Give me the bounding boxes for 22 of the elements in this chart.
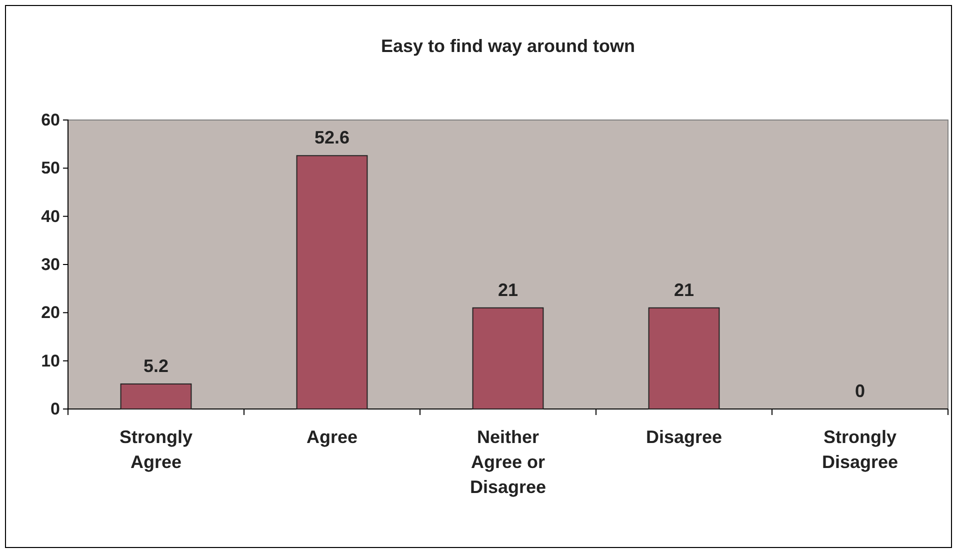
- bar: [296, 155, 368, 410]
- x-tick-label: Disagree: [646, 427, 722, 447]
- y-tick-label: 60: [41, 110, 60, 130]
- bar: [472, 307, 544, 410]
- y-tick-label: 50: [41, 158, 60, 178]
- x-tick-label: Agree: [306, 427, 358, 447]
- data-label: 21: [498, 280, 518, 300]
- x-tick-label: Neither Agree or Disagree: [470, 427, 546, 497]
- y-tick-label: 20: [41, 303, 60, 322]
- bar: [120, 383, 192, 410]
- x-tick-label: Strongly Disagree: [822, 427, 898, 472]
- bar: [648, 307, 720, 410]
- y-tick-label: 40: [41, 206, 60, 226]
- y-tick-label: 30: [41, 254, 60, 274]
- x-tick-label: Strongly Agree: [119, 427, 193, 472]
- data-label: 21: [674, 280, 694, 300]
- data-label: 0: [854, 381, 866, 401]
- data-label: 5.2: [143, 356, 169, 376]
- data-label: 52.6: [314, 128, 350, 148]
- y-tick-label: 0: [50, 399, 60, 418]
- y-tick-label: 10: [41, 351, 60, 370]
- chart-title: Easy to find way around town: [380, 36, 636, 56]
